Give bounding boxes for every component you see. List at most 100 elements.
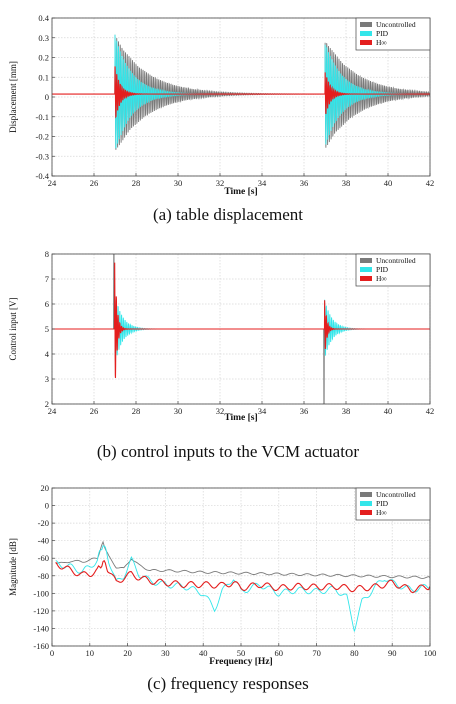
x-tick-label: 10 xyxy=(86,648,95,658)
legend-swatch-uncontrolled xyxy=(360,22,372,27)
x-tick-label: 34 xyxy=(258,178,267,188)
legend-swatch-hinf xyxy=(360,40,372,45)
y-tick-label: 3 xyxy=(45,374,49,384)
x-tick-label: 32 xyxy=(216,406,225,416)
y-tick-label: 5 xyxy=(45,324,49,334)
x-tick-label: 30 xyxy=(161,648,170,658)
y-axis-label: Control input [V] xyxy=(8,298,18,361)
x-tick-label: 40 xyxy=(199,648,208,658)
x-tick-label: 36 xyxy=(300,178,309,188)
series-group xyxy=(55,540,430,632)
y-axis-label: Displacement [mm] xyxy=(8,61,18,133)
legend-swatch-hinf xyxy=(360,510,372,515)
series-line-hinf xyxy=(55,559,430,594)
series-line-uncontrolled xyxy=(55,540,430,579)
series-group xyxy=(52,254,430,404)
y-tick-label: -0.4 xyxy=(36,171,50,181)
x-tick-label: 28 xyxy=(132,178,141,188)
y-tick-label: 2 xyxy=(45,399,49,409)
frequency-response-chart: 0 10 20 30 40 50 60 70 80 90 100 -160 -140 -120 -100 -8… xyxy=(8,483,436,667)
series-line-hinf xyxy=(52,66,430,119)
x-tick-label: 32 xyxy=(216,178,225,188)
x-tick-label: 90 xyxy=(388,648,397,658)
x-tick-label: 0 xyxy=(50,648,54,658)
y-tick-label: 4 xyxy=(45,349,50,359)
caption-b: (b) control inputs to the VCM actuator xyxy=(96,442,360,461)
y-tick-label: -0.1 xyxy=(36,112,49,122)
legend-label-pid: PID xyxy=(376,29,389,38)
legend-swatch-uncontrolled xyxy=(360,258,372,263)
x-axis-label: Time [s] xyxy=(224,187,257,197)
x-tick-label: 30 xyxy=(174,178,183,188)
y-tick-label: 20 xyxy=(41,483,50,493)
x-tick-label: 50 xyxy=(237,648,246,658)
legend-swatch-pid xyxy=(360,31,372,36)
series-group xyxy=(52,34,430,150)
legend-label-pid: PID xyxy=(376,499,389,508)
x-tick-label: 60 xyxy=(275,648,284,658)
y-tick-label: 0 xyxy=(45,501,49,511)
y-tick-label: 7 xyxy=(45,274,49,284)
x-tick-label: 42 xyxy=(426,406,435,416)
y-tick-label: -160 xyxy=(33,641,49,651)
series-line-hinf xyxy=(52,262,430,378)
panel-c: 0 10 20 30 40 50 60 70 80 90 100 -160 -140 -120 -100 -8… xyxy=(0,478,456,704)
x-tick-label: 40 xyxy=(384,406,393,416)
caption-a: (a) table displacement xyxy=(152,205,304,224)
legend-label-uncontrolled: Uncontrolled xyxy=(376,256,416,265)
y-tick-label: 8 xyxy=(45,249,49,259)
x-tick-label: 34 xyxy=(258,406,267,416)
x-tick-label: 38 xyxy=(342,178,351,188)
x-tick-label: 20 xyxy=(123,648,132,658)
x-tick-label: 28 xyxy=(132,406,141,416)
legend-swatch-uncontrolled xyxy=(360,492,372,497)
y-tick-label: 0.1 xyxy=(38,72,49,82)
legend-label-hinf: H∞ xyxy=(376,274,387,283)
legend-swatch-pid xyxy=(360,501,372,506)
y-tick-label: -140 xyxy=(33,623,49,633)
legend-swatch-pid xyxy=(360,267,372,272)
y-tick-label: -0.3 xyxy=(36,151,49,161)
y-tick-label: -80 xyxy=(38,571,49,581)
panel-a: 24 26 28 30 32 34 36 38 40 42 -0.4 -0.3 -0.2 -0.1 0 0.1… xyxy=(0,0,456,235)
legend-swatch-hinf xyxy=(360,276,372,281)
y-tick-label: 0.2 xyxy=(38,53,49,63)
axes: 0 10 20 30 40 50 60 70 80 90 100 -160 -140 -120 -100 -8… xyxy=(33,483,436,658)
y-tick-label: -40 xyxy=(38,536,49,546)
y-tick-label: 0.4 xyxy=(38,13,49,23)
y-tick-label: 0.3 xyxy=(38,33,49,43)
legend-label-uncontrolled: Uncontrolled xyxy=(376,490,416,499)
axes: 24 26 28 30 32 34 36 38 40 42 -0.4 -0.3 -0.2 -0.1 0 0.1… xyxy=(36,13,435,188)
legend-label-hinf: H∞ xyxy=(376,508,387,517)
x-tick-label: 80 xyxy=(350,648,359,658)
legend-label-uncontrolled: Uncontrolled xyxy=(376,20,416,29)
x-axis-label: Time [s] xyxy=(224,413,257,423)
displacement-chart: 24 26 28 30 32 34 36 38 40 42 -0.4 -0.3 -0.2 -0.1 0 0.1… xyxy=(8,13,435,197)
y-tick-label: -0.2 xyxy=(36,132,49,142)
y-tick-label: -120 xyxy=(33,606,49,616)
y-tick-label: -60 xyxy=(38,553,49,563)
x-axis-label: Frequency [Hz] xyxy=(209,657,272,667)
x-tick-label: 70 xyxy=(312,648,321,658)
legend-label-hinf: H∞ xyxy=(376,38,387,47)
y-tick-label: 0 xyxy=(45,92,49,102)
x-tick-label: 36 xyxy=(300,406,309,416)
y-axis-label: Magnitude [dB] xyxy=(8,538,18,596)
y-tick-label: 6 xyxy=(45,299,49,309)
x-tick-label: 42 xyxy=(426,178,435,188)
y-tick-label: -100 xyxy=(33,588,49,598)
panel-b: 24 26 28 30 32 34 36 38 40 42 2 3 4 5 6 7 8 Time [s] Contr… xyxy=(0,240,456,472)
legend-label-pid: PID xyxy=(376,265,389,274)
x-tick-label: 100 xyxy=(424,648,437,658)
y-tick-label: -20 xyxy=(38,518,49,528)
x-tick-label: 24 xyxy=(48,178,57,188)
x-tick-label: 40 xyxy=(384,178,393,188)
x-tick-label: 30 xyxy=(174,406,183,416)
caption-c: (c) frequency responses xyxy=(147,674,309,693)
x-tick-label: 24 xyxy=(48,406,57,416)
